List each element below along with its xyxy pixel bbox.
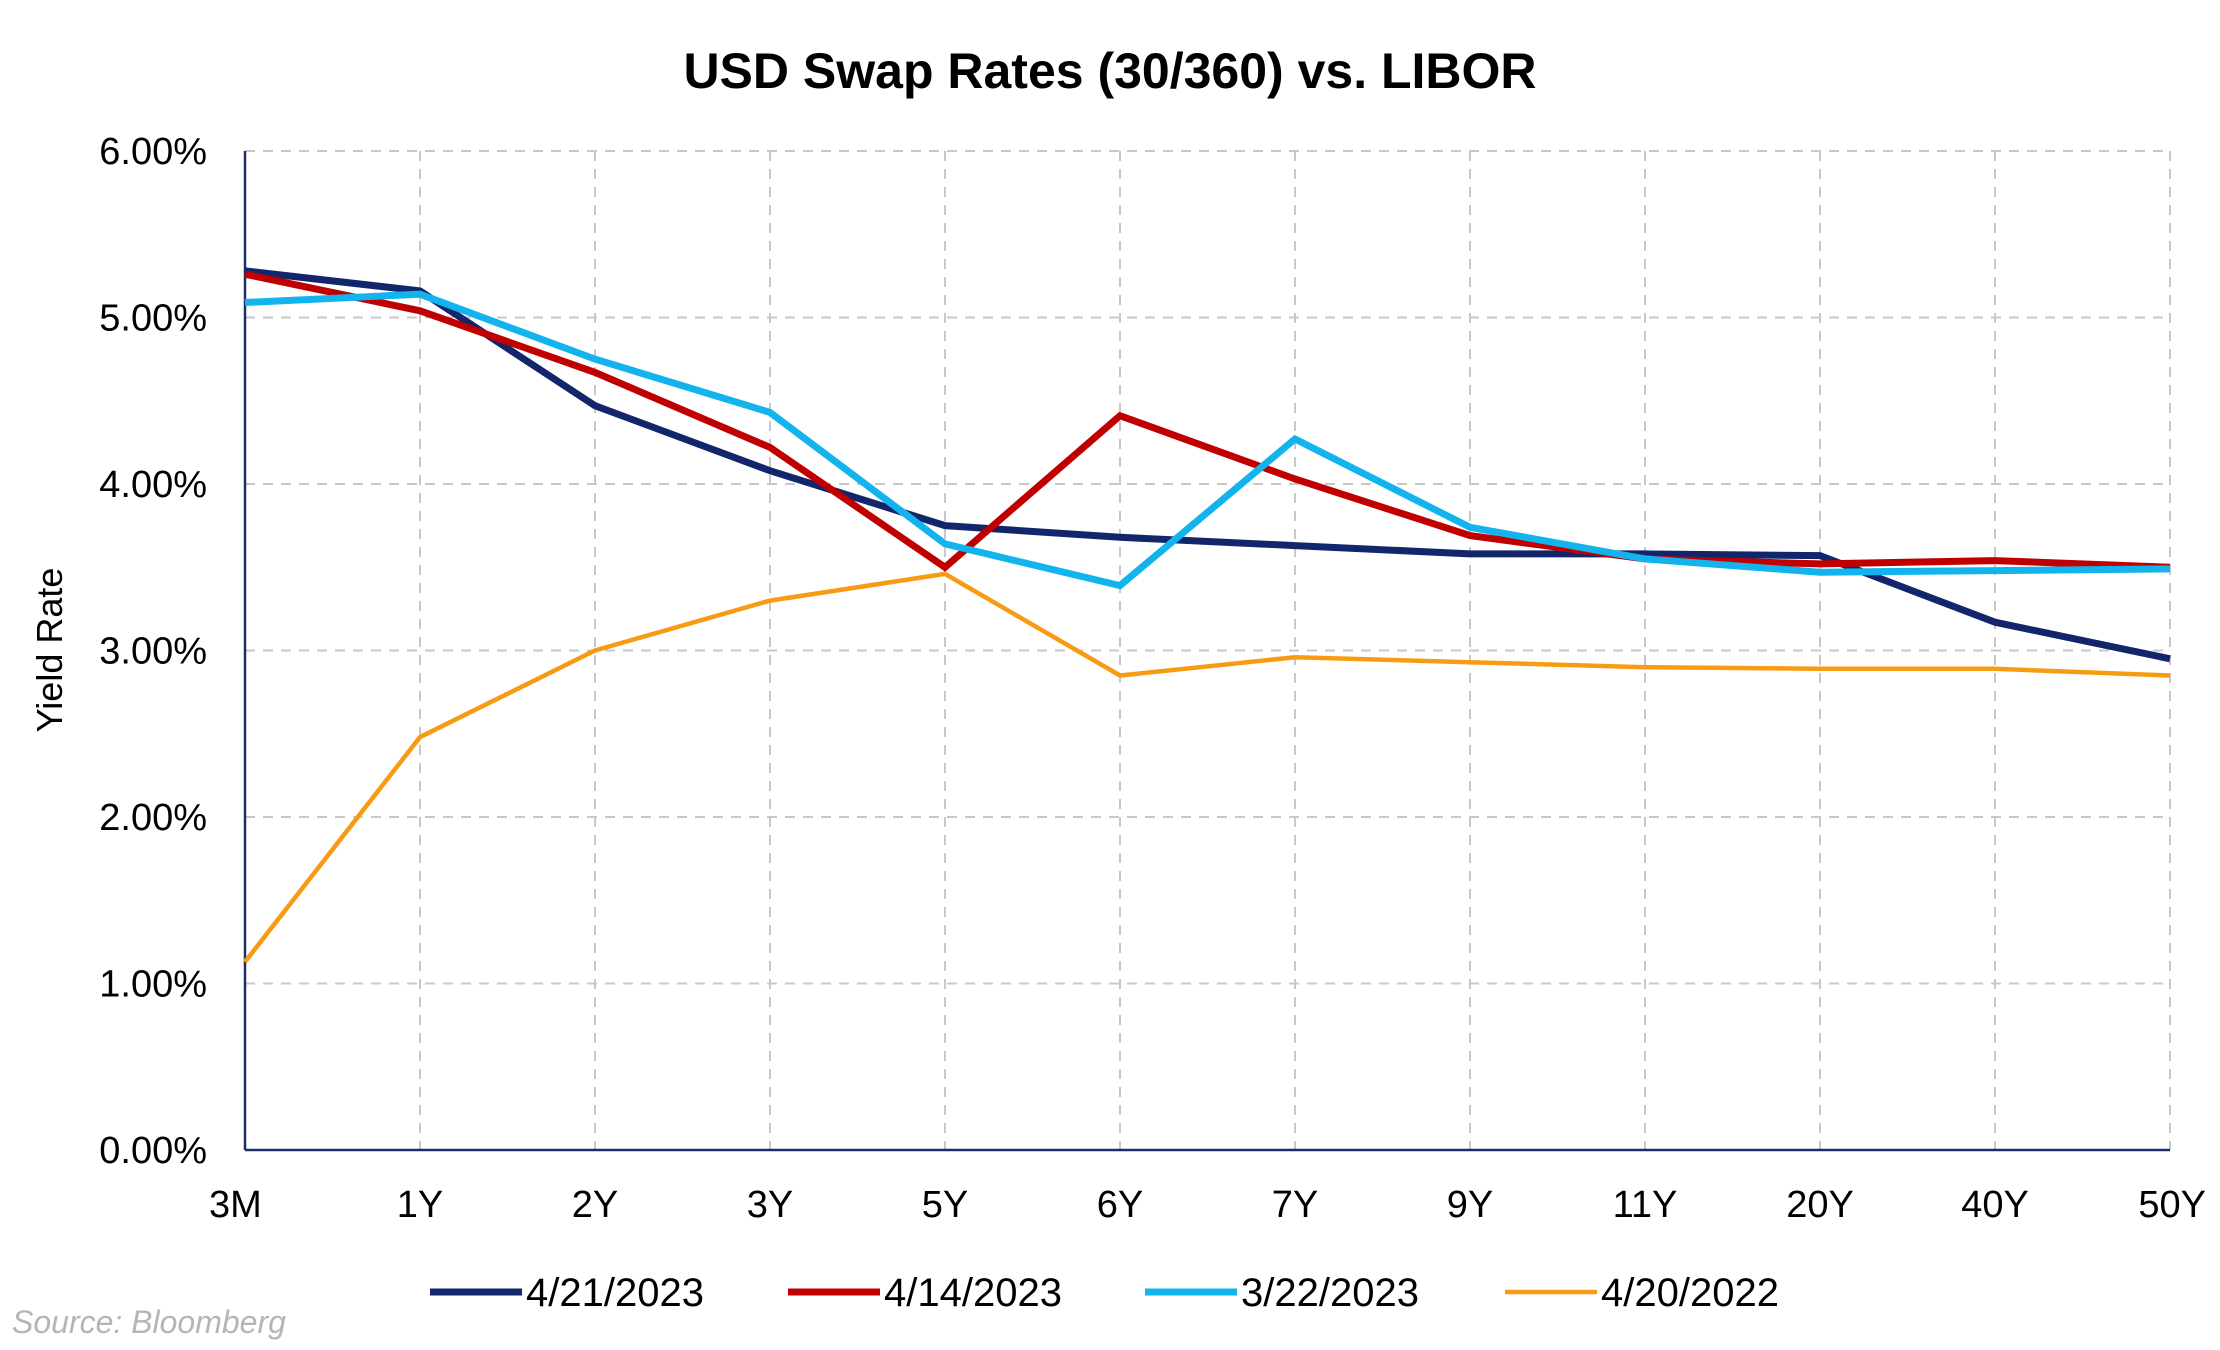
x-tick-label: 2Y xyxy=(572,1184,618,1226)
y-axis-label: Yield Rate xyxy=(29,568,70,733)
series-line-3 xyxy=(244,290,2171,590)
x-tick-label: 11Y xyxy=(1613,1184,1678,1226)
y-tick-label: 6.00% xyxy=(99,131,207,173)
legend-label: 4/14/2023 xyxy=(884,1271,1062,1315)
x-tick-label: 1Y xyxy=(397,1184,443,1226)
axes xyxy=(243,151,2170,1152)
x-axis-ticks: 3M 1Y 2Y 3Y 5Y 6Y 7Y 9Y 11Y 20Y 40Y 50Y xyxy=(209,1184,2206,1226)
legend-label: 4/21/2023 xyxy=(526,1271,704,1315)
legend-label: 4/20/2022 xyxy=(1601,1271,1779,1315)
y-tick-label: 0.00% xyxy=(99,1130,207,1172)
x-tick-label: 40Y xyxy=(1961,1184,2029,1226)
x-tick-label: 5Y xyxy=(922,1184,968,1226)
gridlines xyxy=(245,150,2171,1150)
series-lines xyxy=(243,267,2171,964)
y-tick-label: 2.00% xyxy=(99,797,207,839)
legend: 4/21/2023 4/14/2023 3/22/2023 4/20/2022 xyxy=(430,1271,1779,1315)
x-tick-label: 50Y xyxy=(2138,1184,2206,1226)
series-line-1 xyxy=(244,267,2171,663)
x-tick-label: 7Y xyxy=(1272,1184,1318,1226)
x-tick-label: 20Y xyxy=(1786,1184,1854,1226)
chart-title: USD Swap Rates (30/360) vs. LIBOR xyxy=(683,43,1536,99)
source-note: Source: Bloomberg xyxy=(12,1304,286,1340)
y-tick-label: 5.00% xyxy=(99,298,207,340)
x-tick-label: 9Y xyxy=(1447,1184,1493,1226)
y-tick-label: 4.00% xyxy=(99,464,207,506)
series-line-4 xyxy=(243,571,2171,964)
legend-label: 3/22/2023 xyxy=(1241,1271,1419,1315)
y-tick-label: 3.00% xyxy=(99,631,207,673)
y-axis-ticks: 0.00% 1.00% 2.00% 3.00% 4.00% 5.00% 6.00% xyxy=(99,131,207,1172)
x-tick-label: 3Y xyxy=(747,1184,793,1226)
x-tick-label: 6Y xyxy=(1097,1184,1143,1226)
y-tick-label: 1.00% xyxy=(99,964,207,1006)
x-tick-label: 3M xyxy=(209,1184,262,1226)
series-line-2 xyxy=(244,270,2171,572)
